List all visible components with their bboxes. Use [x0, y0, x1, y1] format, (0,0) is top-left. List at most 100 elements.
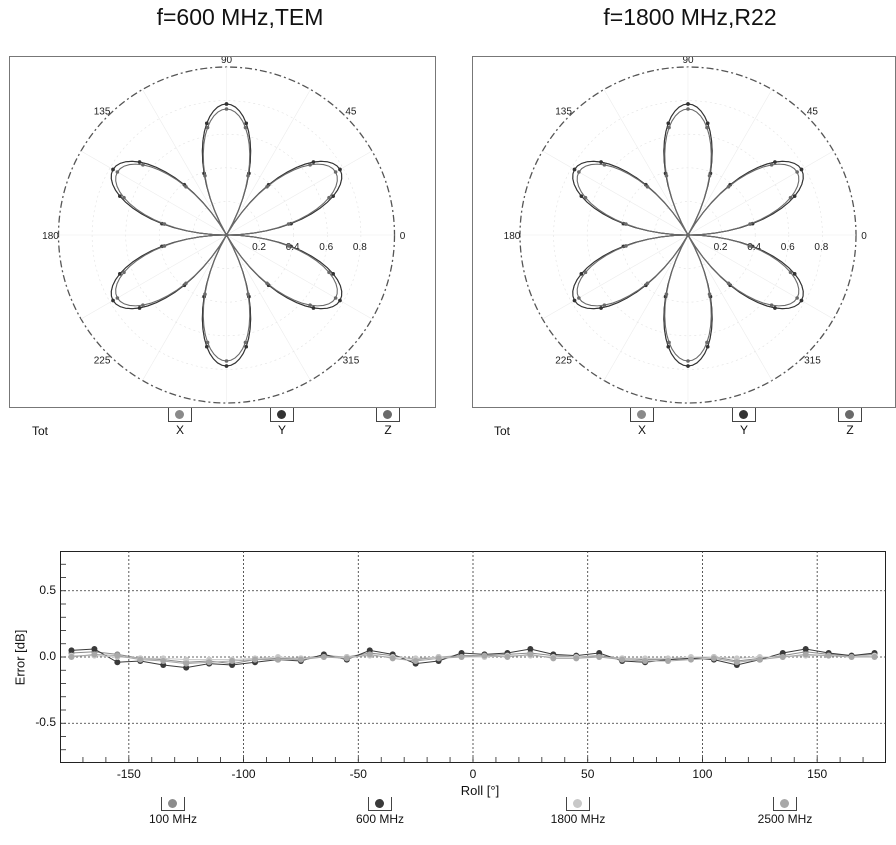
legend-item-1800-mhz[interactable]: 1800 MHz	[543, 797, 613, 826]
polar-point-z	[203, 292, 207, 297]
legend-item-tot[interactable]: Tot	[482, 424, 522, 438]
polar-point-z	[141, 303, 145, 307]
polar-point-z	[705, 340, 709, 345]
legend-dot	[383, 410, 392, 419]
data-point	[114, 659, 121, 666]
legend-item-z[interactable]: Z	[830, 408, 870, 437]
polar-point-y	[579, 194, 584, 198]
polar-point-y	[792, 194, 797, 198]
legend-label: Tot	[493, 424, 510, 438]
data-point	[665, 657, 672, 664]
polar-spoke	[80, 234, 227, 320]
series-line-2500-mhz	[71, 653, 875, 665]
polar-point-z	[115, 296, 120, 300]
legend-label: Z	[846, 423, 854, 437]
data-point	[343, 655, 350, 662]
polar-point-y	[311, 306, 316, 310]
legend-dot	[780, 799, 789, 808]
polar-chart-left-svg: 0.20.40.60.804590135180225270315	[42, 55, 406, 418]
data-point	[274, 656, 281, 663]
polar-point-z	[788, 195, 793, 200]
legend-swatch	[838, 408, 862, 422]
x-tick-label: 0	[469, 767, 477, 781]
legend-label: X	[175, 423, 184, 437]
polar-title-right: f=1800 MHz,R22	[603, 4, 777, 30]
polar-point-z	[224, 359, 229, 363]
polar-point-z	[769, 303, 774, 307]
legend-label: 1800 MHz	[550, 812, 606, 826]
polar-point-z	[141, 163, 145, 167]
polar-point-z	[769, 163, 774, 167]
data-point	[848, 654, 855, 660]
legend-label: Y	[277, 423, 286, 437]
legend-item-y[interactable]: Y	[262, 408, 302, 437]
polar-legend-left: Tot X Y Z	[0, 408, 440, 442]
polar-point-y	[111, 298, 115, 303]
data-point	[320, 654, 327, 660]
data-point	[412, 657, 419, 664]
data-point	[802, 646, 809, 653]
legend-item-tot[interactable]: Tot	[20, 424, 60, 438]
polar-point-y	[666, 121, 671, 126]
polar-point-y	[579, 272, 584, 276]
polar-point-z	[795, 170, 799, 174]
legend-dot	[637, 410, 646, 419]
legend-item-100-mhz[interactable]: 100 MHz	[138, 797, 208, 826]
polar-point-y	[572, 298, 577, 303]
polar-point-z	[265, 184, 269, 189]
data-point	[481, 652, 488, 659]
polar-spoke	[542, 234, 689, 320]
polar-spoke	[687, 234, 834, 320]
polar-point-y	[244, 121, 249, 126]
data-point	[297, 656, 304, 663]
polar-point-z	[707, 292, 712, 297]
polar-point-z	[286, 244, 291, 248]
legend-item-x[interactable]: X	[160, 408, 200, 437]
legend-item-600-mhz[interactable]: 600 MHz	[345, 797, 415, 826]
legend-item-2500-mhz[interactable]: 2500 MHz	[750, 797, 820, 826]
polar-angle-label: 135	[94, 107, 111, 118]
polar-spoke	[80, 150, 227, 236]
polar-angle-label: 135	[555, 107, 572, 118]
polar-point-y	[137, 306, 142, 310]
polar-spoke	[603, 89, 689, 236]
polar-angle-label: 315	[804, 355, 821, 366]
polar-point-y	[224, 102, 229, 106]
polar-radial-tick-label: 0.8	[353, 242, 367, 253]
polar-point-y	[338, 298, 342, 303]
polar-point-z	[788, 270, 793, 275]
polar-point-z	[664, 292, 669, 297]
polar-point-z	[243, 340, 248, 345]
legend-item-x[interactable]: X	[622, 408, 662, 437]
polar-spoke	[687, 234, 773, 381]
data-point	[527, 651, 534, 658]
polar-angle-label: 90	[682, 57, 694, 66]
data-point	[366, 651, 373, 658]
polar-point-y	[118, 272, 122, 276]
error-x-axis-label: Roll [°]	[460, 783, 500, 798]
error-y-axis-label: Error [dB]	[12, 629, 28, 686]
legend-swatch	[368, 797, 392, 811]
series-line-1800-mhz	[71, 655, 875, 661]
legend-item-z[interactable]: Z	[368, 408, 408, 437]
data-point	[389, 655, 396, 662]
polar-point-z	[184, 281, 188, 286]
polar-spoke	[226, 234, 373, 320]
data-point	[756, 656, 763, 663]
x-tick-label: -150	[116, 767, 141, 781]
legend-item-y[interactable]: Y	[724, 408, 764, 437]
polar-point-y	[799, 167, 804, 172]
polar-point-z	[333, 170, 338, 174]
data-point	[527, 646, 534, 653]
legend-swatch	[630, 408, 654, 422]
polar-spoke	[226, 89, 311, 236]
polar-point-y	[338, 167, 342, 172]
legend-swatch	[566, 797, 590, 811]
polar-point-z	[686, 233, 690, 237]
legend-label: Tot	[31, 424, 48, 438]
x-tick-label: 150	[807, 767, 828, 781]
data-point	[91, 651, 98, 658]
polar-point-z	[246, 292, 250, 297]
polar-point-z	[205, 340, 210, 345]
polar-point-z	[667, 125, 671, 130]
